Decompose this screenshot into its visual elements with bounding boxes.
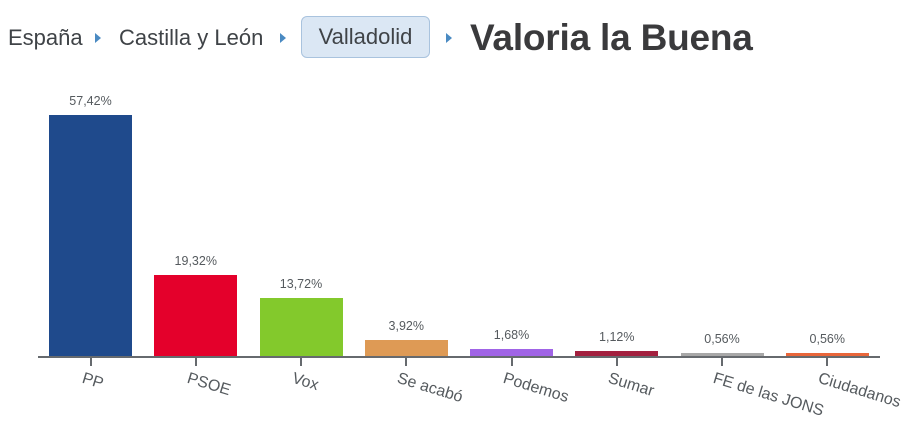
value-label: 13,72% <box>279 277 323 291</box>
breadcrumb-link-castilla-y-leon[interactable]: Castilla y León <box>119 25 264 50</box>
value-label: 1,68% <box>493 328 530 342</box>
x-axis-line <box>38 356 880 358</box>
page-title: Valoria la Buena <box>470 17 753 58</box>
bar-vox[interactable] <box>259 298 343 356</box>
breadcrumb: España Castilla y León Valladolid Valori… <box>0 0 910 78</box>
value-label: 0,56% <box>809 332 845 346</box>
caret-right-icon <box>95 33 101 43</box>
bar-pp[interactable] <box>49 115 133 356</box>
breadcrumb-link-espana[interactable]: España <box>8 25 83 50</box>
value-label: 1,12% <box>599 330 635 344</box>
x-axis-tick <box>721 358 724 366</box>
value-label: 19,32% <box>174 254 217 268</box>
x-axis-tick <box>510 358 513 366</box>
bar-podemos[interactable] <box>470 349 554 356</box>
x-axis-label: Se acabó <box>395 370 466 407</box>
breadcrumb-link-valladolid[interactable]: Valladolid <box>301 16 430 58</box>
x-axis-tick <box>300 358 303 366</box>
x-axis-tick <box>89 358 92 366</box>
x-axis-label: Sumar <box>605 370 656 401</box>
caret-right-icon <box>446 33 452 43</box>
x-axis-tick <box>826 358 829 366</box>
x-axis-tick <box>194 358 197 366</box>
x-axis-tick <box>405 358 408 366</box>
bar-chart: 57,42% PP 19,32% PSOE 13,72% Vox 3,92% Se acabó… <box>0 78 910 438</box>
x-axis-label: Vox <box>290 370 321 395</box>
x-axis-label: FE de las JONS <box>711 370 826 420</box>
x-axis-label: Podemos <box>500 370 571 407</box>
value-label: 3,92% <box>388 319 424 333</box>
x-axis-label: PP <box>79 370 106 393</box>
caret-right-icon <box>280 33 286 43</box>
bar-sumar[interactable] <box>575 351 659 356</box>
x-axis-tick <box>615 358 618 366</box>
bar-psoe[interactable] <box>154 275 238 356</box>
bar-fe-de-las-jons[interactable] <box>680 353 764 356</box>
bar-ciudadanos[interactable] <box>785 353 869 356</box>
value-label: 57,42% <box>69 94 112 108</box>
bar-se-acab-[interactable] <box>364 340 448 356</box>
x-axis-label: Ciudadanos <box>816 370 904 412</box>
x-axis-label: PSOE <box>184 370 233 400</box>
value-label: 0,56% <box>704 332 740 346</box>
